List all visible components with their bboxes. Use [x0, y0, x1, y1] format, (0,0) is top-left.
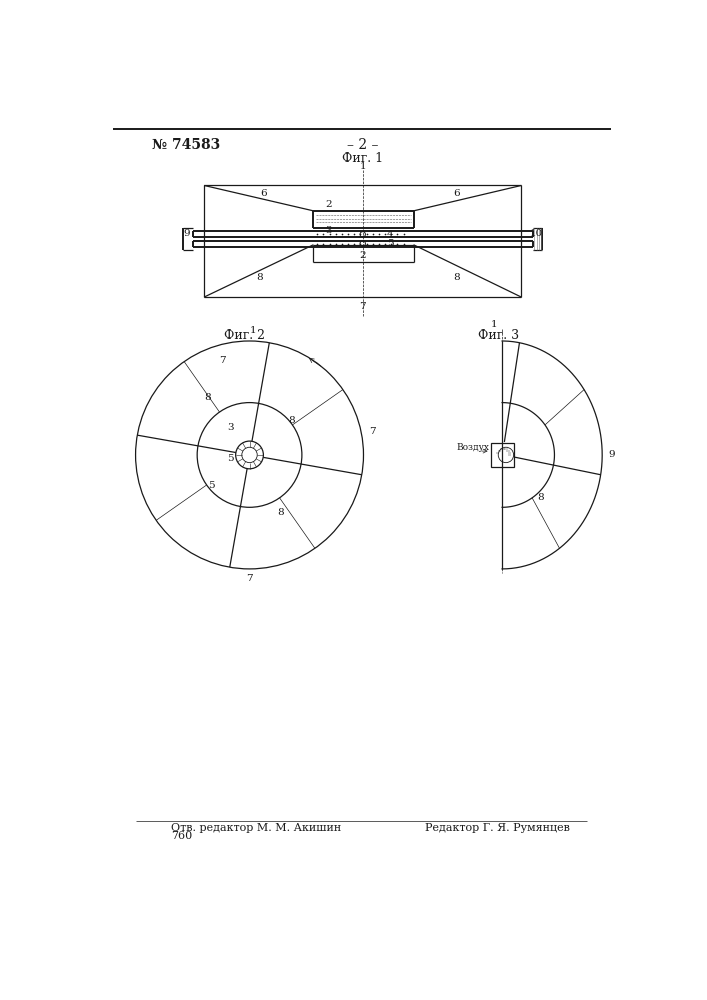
Text: 8: 8 [537, 493, 544, 502]
Text: Отв. редактор М. М. Акишин: Отв. редактор М. М. Акишин [171, 823, 341, 833]
Text: 8: 8 [288, 416, 296, 425]
Text: 4: 4 [387, 230, 394, 239]
Text: 8: 8 [204, 393, 211, 402]
Text: 2: 2 [359, 251, 366, 260]
Text: 5: 5 [387, 239, 394, 248]
Text: Фиг. 1: Фиг. 1 [342, 152, 383, 165]
Bar [491, 443, 514, 466]
Text: 8: 8 [256, 273, 263, 282]
Text: 7: 7 [246, 574, 253, 583]
Text: 3: 3 [325, 226, 332, 235]
Text: 1: 1 [359, 162, 366, 171]
Text: № 74583: № 74583 [152, 138, 220, 152]
Text: Воздух: Воздух [456, 443, 489, 452]
Text: 9: 9 [183, 229, 189, 238]
Text: 1: 1 [491, 320, 498, 329]
Text: 8: 8 [277, 508, 284, 517]
Text: 2: 2 [325, 200, 332, 209]
Text: 6: 6 [453, 189, 460, 198]
Text: 10: 10 [530, 229, 544, 238]
Text: 760: 760 [171, 831, 192, 841]
Text: 6: 6 [260, 189, 267, 198]
Text: 7: 7 [359, 302, 366, 311]
Text: 5: 5 [227, 454, 233, 463]
Text: Редактор Г. Я. Румянцев: Редактор Г. Я. Румянцев [425, 823, 570, 833]
Text: 7: 7 [370, 427, 376, 436]
Text: 9: 9 [608, 450, 615, 459]
Text: 7: 7 [219, 356, 226, 365]
Text: 8: 8 [453, 273, 460, 282]
Text: 3: 3 [227, 424, 233, 432]
Text: Фиг. 2: Фиг. 2 [223, 329, 264, 342]
Text: 5: 5 [208, 481, 214, 490]
Text: – 2 –: – 2 – [347, 138, 378, 152]
Text: 1: 1 [250, 326, 257, 335]
Text: Фиг. 3: Фиг. 3 [478, 329, 519, 342]
